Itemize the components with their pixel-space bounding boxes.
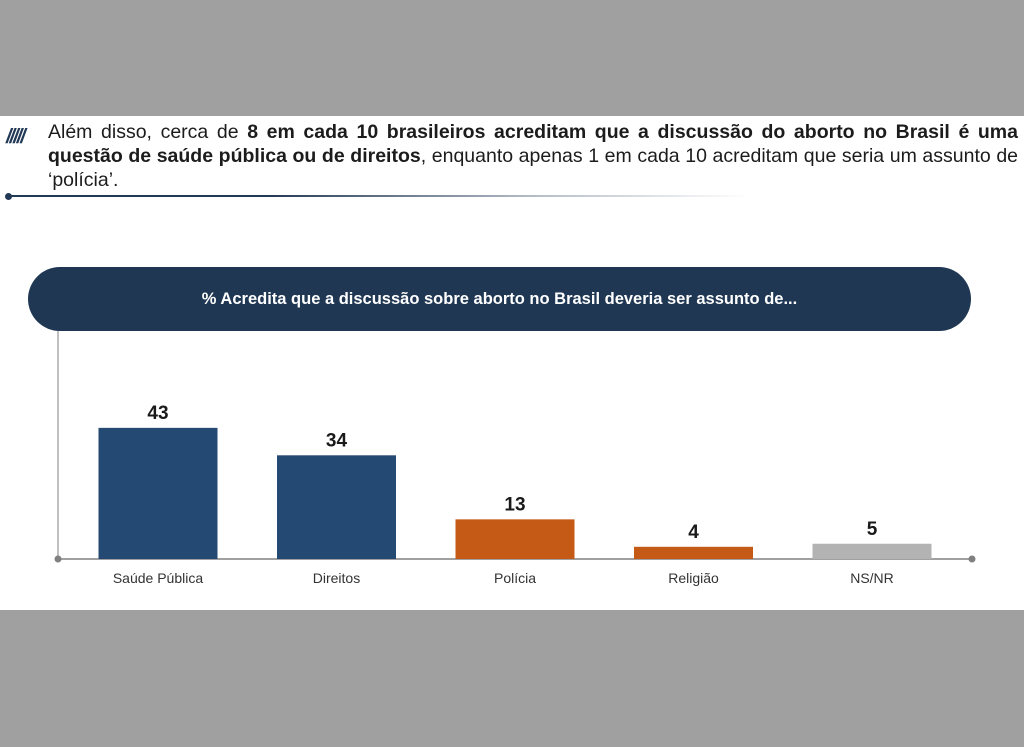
title-underline (8, 195, 748, 197)
category-label-0: Saúde Pública (113, 570, 204, 586)
category-label-1: Direitos (313, 570, 360, 586)
data-label-3: 4 (688, 522, 699, 543)
bar-chart: 43 Saúde Pública 34 Direitos 13 Polícia 4 Relig… (54, 331, 976, 586)
data-label-1: 34 (326, 430, 348, 451)
data-label-2: 13 (504, 494, 525, 515)
intro-text-start: Além disso, cerca de (48, 121, 248, 143)
bar-1 (277, 455, 396, 559)
category-label-4: NS/NR (850, 570, 894, 586)
category-label-3: Religião (668, 570, 719, 586)
bar-3 (634, 546, 753, 559)
decor-slashes-icon: ///// (6, 126, 26, 148)
chart-title: % Acredita que a discussão sobre aborto … (28, 267, 971, 331)
x-axis-start-dot (54, 555, 62, 563)
intro-text-end: , enquanto apenas 1 em cada 10 acreditam… (48, 145, 1019, 191)
bar-0 (98, 427, 218, 559)
intro-paragraph: Além disso, cerca de 8 em cada 10 brasil… (48, 120, 1018, 192)
title-underline-dot (5, 193, 12, 200)
bar-4 (812, 543, 932, 559)
slide: ///// Além disso, cerca de 8 em cada 10 … (0, 116, 1024, 610)
x-axis-end-dot (968, 555, 976, 563)
data-label-4: 5 (867, 519, 878, 540)
bar-2 (455, 519, 575, 559)
data-label-0: 43 (147, 403, 168, 424)
category-label-2: Polícia (494, 570, 536, 586)
intro-text-bold: 8 em cada 10 brasileiros acreditam que a… (48, 121, 1018, 167)
